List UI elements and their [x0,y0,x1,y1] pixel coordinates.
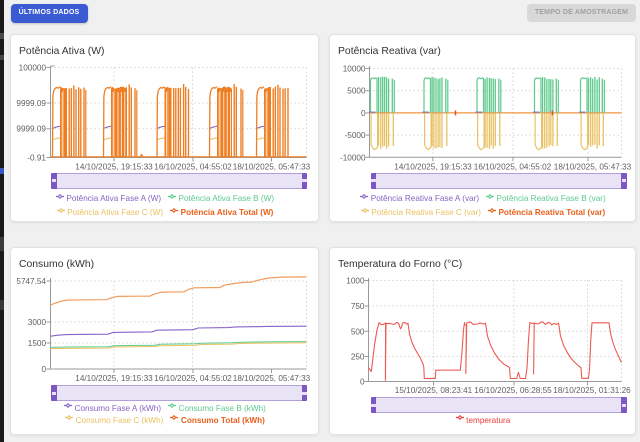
svg-text:9999.09: 9999.09 [16,99,46,108]
svg-text:-0.91: -0.91 [27,154,46,163]
svg-text:-10000: -10000 [340,153,366,162]
svg-text:16/10/2025, 04:55:02: 16/10/2025, 04:55:02 [154,374,232,383]
svg-text:500: 500 [351,327,365,336]
svg-text:14/10/2025, 19:15:33: 14/10/2025, 19:15:33 [75,374,153,383]
svg-text:1500: 1500 [28,339,47,348]
svg-text:16/10/2025, 04:55:02: 16/10/2025, 04:55:02 [154,163,232,172]
svg-text:14/10/2025, 19:15:33: 14/10/2025, 19:15:33 [75,163,153,172]
svg-text:0: 0 [361,109,366,118]
svg-text:16/10/2025, 04:55:02: 16/10/2025, 04:55:02 [474,163,552,172]
svg-text:0: 0 [41,365,46,374]
svg-text:9999.09: 9999.09 [16,125,46,134]
svg-text:16/10/2025, 06:28:55: 16/10/2025, 06:28:55 [474,386,552,395]
svg-text:3000: 3000 [28,318,47,327]
svg-text:100000: 100000 [19,63,47,72]
svg-text:14/10/2025, 19:15:33: 14/10/2025, 19:15:33 [394,163,472,172]
svg-text:18/10/2025, 05:47:33: 18/10/2025, 05:47:33 [233,163,311,172]
svg-text:5000: 5000 [347,87,366,96]
svg-text:250: 250 [351,353,365,362]
svg-text:18/10/2025, 05:47:33: 18/10/2025, 05:47:33 [233,374,311,383]
svg-text:0: 0 [360,378,365,387]
svg-text:1000: 1000 [346,277,365,286]
svg-text:750: 750 [351,302,365,311]
svg-text:-5000: -5000 [345,131,366,140]
svg-text:18/10/2025, 01:31:26: 18/10/2025, 01:31:26 [553,386,631,395]
svg-text:15/10/2025, 08:23:41: 15/10/2025, 08:23:41 [395,386,473,395]
svg-text:10000: 10000 [343,65,366,74]
svg-text:5747.54: 5747.54 [16,277,46,286]
svg-text:18/10/2025, 05:47:33: 18/10/2025, 05:47:33 [554,163,632,172]
